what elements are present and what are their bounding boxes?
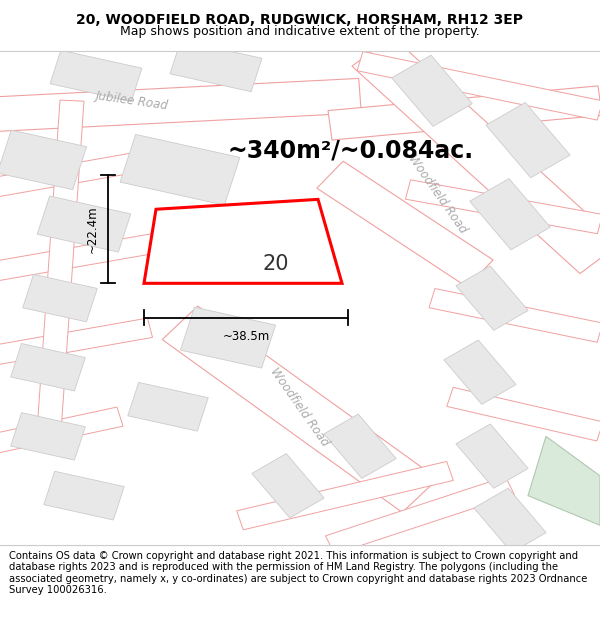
Polygon shape [470,179,550,250]
Text: Woodfield Road: Woodfield Road [406,152,470,236]
Text: Contains OS data © Crown copyright and database right 2021. This information is : Contains OS data © Crown copyright and d… [9,551,587,596]
Text: ~340m²/~0.084ac.: ~340m²/~0.084ac. [228,138,474,162]
Polygon shape [128,382,208,431]
Polygon shape [324,414,396,478]
Polygon shape [211,222,293,276]
Polygon shape [0,318,152,367]
Text: 20, WOODFIELD ROAD, RUDGWICK, HORSHAM, RH12 3EP: 20, WOODFIELD ROAD, RUDGWICK, HORSHAM, R… [77,12,523,27]
Polygon shape [50,50,142,102]
Polygon shape [144,199,342,283]
Polygon shape [0,150,152,199]
Polygon shape [447,388,600,441]
Text: Woodfield Road: Woodfield Road [268,365,332,449]
Polygon shape [352,36,600,274]
Polygon shape [406,180,600,234]
Polygon shape [170,41,262,92]
Polygon shape [120,134,240,205]
Polygon shape [528,436,600,525]
Polygon shape [456,424,528,488]
Polygon shape [11,344,85,391]
Polygon shape [357,51,600,120]
Polygon shape [392,55,472,126]
Text: Jubilee Road: Jubilee Road [95,89,169,112]
Text: Map shows position and indicative extent of the property.: Map shows position and indicative extent… [120,26,480,39]
Polygon shape [162,306,438,512]
Polygon shape [44,471,124,520]
Polygon shape [36,100,84,447]
Polygon shape [317,161,493,287]
Polygon shape [444,340,516,404]
Polygon shape [0,229,182,283]
Polygon shape [486,102,570,178]
Polygon shape [474,488,546,552]
Polygon shape [181,308,275,368]
Text: ~38.5m: ~38.5m [223,330,269,343]
Text: 20: 20 [263,254,289,274]
Polygon shape [0,130,86,189]
Polygon shape [429,289,600,342]
Polygon shape [237,461,453,530]
Polygon shape [328,86,600,140]
Text: ~22.4m: ~22.4m [86,205,99,252]
Polygon shape [11,412,85,460]
Polygon shape [326,477,514,554]
Polygon shape [0,407,123,456]
Polygon shape [0,79,361,132]
Polygon shape [456,266,528,330]
Polygon shape [37,196,131,252]
Polygon shape [23,274,97,322]
Polygon shape [252,454,324,518]
